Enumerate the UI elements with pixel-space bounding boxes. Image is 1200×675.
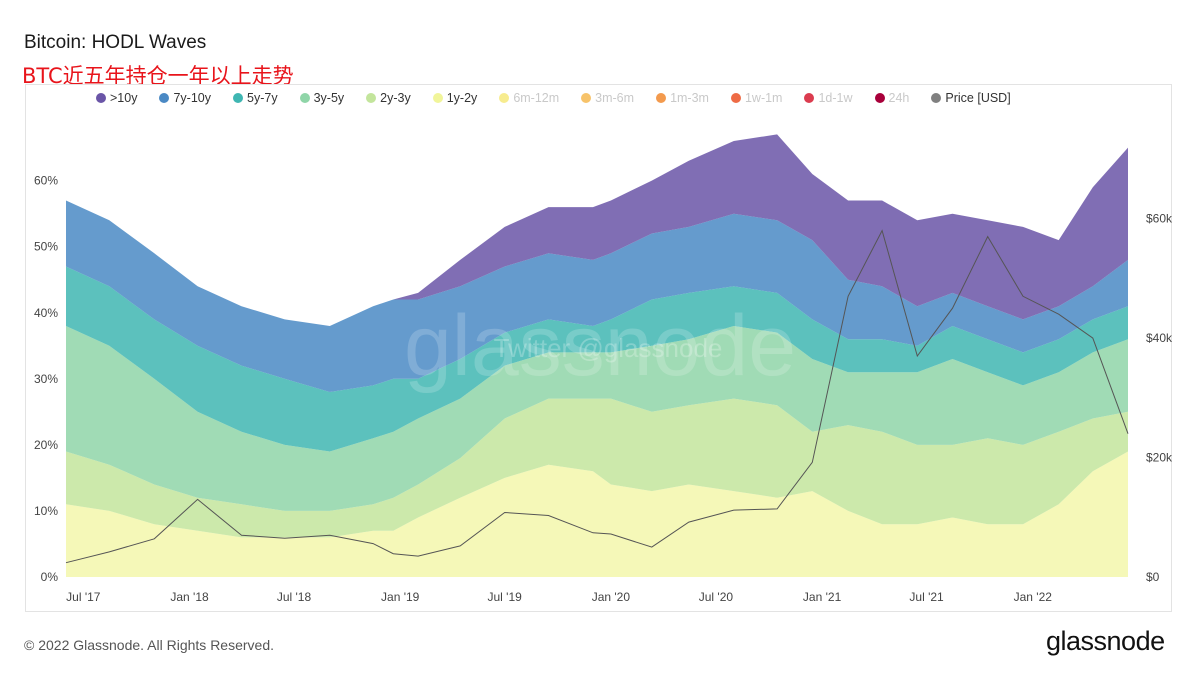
legend-item-3m-6m[interactable]: 3m-6m bbox=[581, 91, 634, 105]
x-tick-label: Jan '21 bbox=[803, 590, 842, 604]
band-7y-10y bbox=[66, 200, 1128, 392]
y-left-tick-label: 20% bbox=[34, 438, 58, 452]
legend-item-6m-12m[interactable]: 6m-12m bbox=[499, 91, 559, 105]
legend-label: >10y bbox=[110, 91, 138, 105]
legend-label: 1y-2y bbox=[446, 91, 478, 105]
legend-swatch bbox=[656, 93, 667, 103]
legend-label: 6m-12m bbox=[513, 91, 560, 105]
legend-item-5y-7y[interactable]: 5y-7y bbox=[233, 91, 278, 105]
legend-item-7y-10y[interactable]: 7y-10y bbox=[159, 91, 211, 105]
x-tick-label: Jul '19 bbox=[487, 590, 522, 604]
x-tick-label: Jan '18 bbox=[170, 590, 209, 604]
x-tick-label: Jan '22 bbox=[1014, 590, 1053, 604]
legend-swatch bbox=[499, 93, 510, 103]
legend-label: 5y-7y bbox=[247, 91, 278, 105]
legend-swatch bbox=[730, 93, 741, 103]
legend-label: 1m-3m bbox=[670, 91, 709, 105]
watermark: glassnode Twitter @glassnode bbox=[404, 298, 796, 394]
y-right-tick-label: $0 bbox=[1146, 570, 1160, 584]
legend-label: 24h bbox=[888, 91, 910, 105]
watermark-text: glassnode bbox=[404, 298, 796, 394]
band-3y-5y bbox=[66, 326, 1128, 511]
legend-label: 2y-3y bbox=[380, 91, 411, 105]
x-tick-label: Jul '17 bbox=[66, 590, 101, 604]
legend-item-2y-3y[interactable]: 2y-3y bbox=[366, 91, 411, 105]
legend-label: 3y-5y bbox=[313, 91, 345, 105]
x-tick-label: Jan '19 bbox=[381, 590, 420, 604]
legend-label: 3m-6m bbox=[595, 91, 635, 105]
legend-swatch bbox=[931, 93, 942, 103]
legend-item-1w-1m[interactable]: 1w-1m bbox=[730, 91, 783, 105]
price-line bbox=[65, 229, 1129, 564]
chart-legend: >10y 7y-10y 5y-7y 3y-5y 2y-3y 1y-2y 6m-12m 3m-6… bbox=[96, 91, 1033, 105]
band-1y-2y bbox=[66, 451, 1128, 577]
y-left-tick-label: 40% bbox=[34, 306, 58, 320]
y-right-tick-label: $60k bbox=[1146, 212, 1173, 226]
legend-swatch bbox=[581, 93, 592, 103]
y-right-tick-label: $40k bbox=[1146, 331, 1173, 345]
legend-item-1y-2y[interactable]: 1y-2y bbox=[432, 91, 478, 105]
y-left-tick-label: 30% bbox=[34, 372, 58, 386]
y-right-tick-label: $20k bbox=[1146, 451, 1173, 465]
y-left-tick-label: 60% bbox=[34, 174, 58, 188]
legend-swatch bbox=[159, 93, 170, 103]
y-left-tick-label: 50% bbox=[34, 240, 58, 254]
legend-item-10y[interactable]: >10y bbox=[96, 91, 137, 105]
legend-item-24h[interactable]: 24h bbox=[874, 91, 910, 105]
brand-logo: glassnode bbox=[1046, 626, 1165, 656]
legend-label: 1w-1m bbox=[744, 91, 783, 105]
legend-item-1d-1w[interactable]: 1d-1w bbox=[804, 91, 853, 105]
watermark-subtext: Twitter @glassnode bbox=[494, 333, 723, 363]
x-tick-label: Jul '18 bbox=[277, 590, 312, 604]
legend-item-3y-5y[interactable]: 3y-5y bbox=[299, 91, 345, 105]
legend-label: 1d-1w bbox=[818, 91, 853, 105]
legend-swatch bbox=[366, 93, 377, 103]
y-left-tick-label: 0% bbox=[41, 570, 59, 584]
legend-swatch bbox=[96, 93, 106, 103]
legend-swatch bbox=[804, 93, 815, 103]
legend-swatch bbox=[299, 93, 310, 103]
band-10y bbox=[66, 134, 1128, 326]
legend-swatch bbox=[432, 93, 443, 103]
x-tick-label: Jul '20 bbox=[699, 590, 734, 604]
y-left-tick-label: 10% bbox=[34, 504, 58, 518]
band-2y-3y bbox=[66, 398, 1128, 538]
copyright-footer: © 2022 Glassnode. All Rights Reserved. bbox=[24, 637, 275, 653]
x-tick-label: Jul '21 bbox=[909, 590, 944, 604]
band-5y-7y bbox=[66, 266, 1128, 452]
legend-label: Price [USD] bbox=[945, 91, 1011, 105]
legend-label: 7y-10y bbox=[173, 91, 211, 105]
chart-frame bbox=[25, 84, 1172, 612]
legend-swatch bbox=[874, 93, 885, 103]
legend-item-price-usd[interactable]: Price [USD] bbox=[931, 91, 1011, 105]
chart-title: Bitcoin: HODL Waves bbox=[24, 32, 207, 53]
legend-item-1m-3m[interactable]: 1m-3m bbox=[656, 91, 709, 105]
x-tick-label: Jan '20 bbox=[592, 590, 631, 604]
legend-swatch bbox=[233, 93, 243, 103]
